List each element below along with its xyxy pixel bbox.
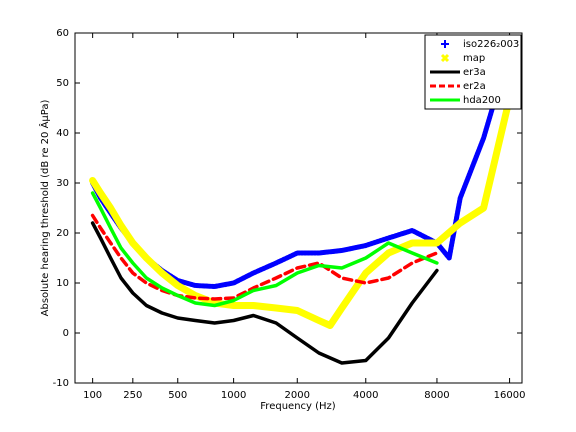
x-tick-label: 2000 bbox=[285, 390, 310, 401]
x-tick-label: 4000 bbox=[353, 390, 378, 401]
legend-label: er2a bbox=[463, 81, 486, 92]
y-tick-label: 20 bbox=[56, 228, 69, 239]
y-tick-label: 50 bbox=[56, 78, 69, 89]
y-tick-label: -10 bbox=[53, 378, 69, 389]
series-line bbox=[89, 94, 514, 329]
legend-marker bbox=[441, 40, 449, 48]
x-tick-label: 100 bbox=[83, 390, 102, 401]
x-axis-label: Frequency (Hz) bbox=[260, 401, 336, 412]
series-line bbox=[90, 191, 439, 308]
legend-label: hda200 bbox=[463, 95, 501, 106]
x-tick-label: 500 bbox=[168, 390, 187, 401]
legend-label: er3a bbox=[463, 67, 486, 78]
axes-box bbox=[74, 32, 523, 384]
y-tick-label: 10 bbox=[56, 278, 69, 289]
series-line bbox=[90, 221, 439, 365]
legend-label: map bbox=[463, 53, 485, 64]
y-tick-label: 30 bbox=[56, 178, 69, 189]
x-tick-label: 250 bbox=[123, 390, 142, 401]
y-axis-label: Absolute hearing threshold (dB re 20 ÂµP… bbox=[38, 100, 51, 317]
y-tick-label: 0 bbox=[63, 328, 69, 339]
series-line bbox=[90, 213, 439, 301]
y-tick-label: 60 bbox=[56, 28, 69, 39]
legend-label: iso226₂003 bbox=[463, 39, 519, 50]
x-tick-label: 1000 bbox=[221, 390, 246, 401]
x-tick-label: 8000 bbox=[424, 390, 449, 401]
legend-marker bbox=[440, 53, 450, 63]
y-tick-label: 40 bbox=[56, 128, 69, 139]
x-tick-label: 16000 bbox=[494, 390, 526, 401]
